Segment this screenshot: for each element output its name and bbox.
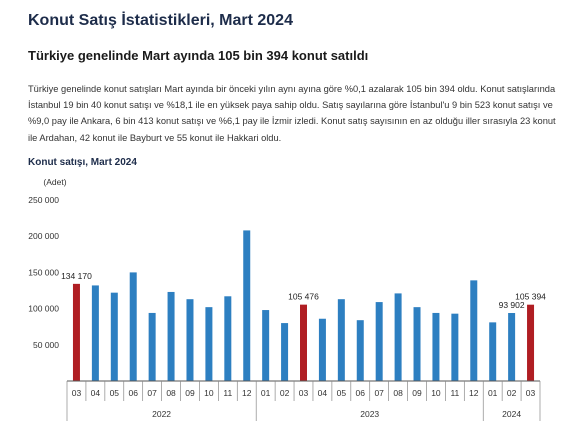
y-tick-label: 150 000 xyxy=(28,267,59,277)
bar xyxy=(243,230,251,381)
x-tick-label: 04 xyxy=(318,388,328,398)
summary-paragraph: Türkiye genelinde konut satışları Mart a… xyxy=(28,84,556,143)
x-tick-label: 03 xyxy=(72,388,82,398)
bar xyxy=(148,312,156,381)
x-tick-label: 02 xyxy=(280,388,290,398)
bar xyxy=(318,318,326,381)
bar-data-label: 93 902 xyxy=(499,300,525,310)
x-tick-label: 03 xyxy=(299,388,309,398)
x-tick-label: 12 xyxy=(469,388,479,398)
x-tick-label: 08 xyxy=(393,388,403,398)
x-tick-label: 09 xyxy=(412,388,422,398)
x-tick-label: 01 xyxy=(261,388,271,398)
bar xyxy=(527,304,535,381)
y-axis-unit-label: (Adet) xyxy=(43,177,66,187)
bar xyxy=(224,296,232,381)
x-tick-label: 05 xyxy=(337,388,347,398)
y-tick-label: 100 000 xyxy=(28,304,59,314)
bar xyxy=(72,283,80,381)
bar xyxy=(413,307,421,381)
x-tick-label: 09 xyxy=(185,388,195,398)
page-subtitle: Türkiye genelinde Mart ayında 105 bin 39… xyxy=(28,48,369,63)
bar xyxy=(394,293,402,381)
x-year-label: 2023 xyxy=(360,409,379,419)
x-tick-label: 02 xyxy=(507,388,517,398)
x-tick-label: 06 xyxy=(356,388,366,398)
bar xyxy=(508,313,516,381)
bar xyxy=(432,312,440,381)
bar xyxy=(129,272,137,381)
bar xyxy=(205,307,213,381)
bar xyxy=(337,299,345,381)
y-tick-label: 200 000 xyxy=(28,231,59,241)
y-tick-label: 250 000 xyxy=(28,195,59,205)
bar-data-label: 105 394 xyxy=(515,292,546,302)
x-tick-label: 08 xyxy=(166,388,176,398)
x-tick-label: 07 xyxy=(147,388,157,398)
x-tick-label: 05 xyxy=(110,388,120,398)
y-tick-label: 50 000 xyxy=(33,340,59,350)
chart-title: Konut satışı, Mart 2024 xyxy=(28,157,137,168)
bar-chart: (Adet) 50 000 100 000 150 000 200 000 250 000… xyxy=(28,177,546,421)
bar xyxy=(300,304,307,381)
x-tick-label: 01 xyxy=(488,388,498,398)
x-tick-label: 11 xyxy=(450,388,459,398)
x-tick-label: 06 xyxy=(128,388,138,398)
x-tick-label: 07 xyxy=(374,388,384,398)
x-year-label: 2024 xyxy=(502,409,521,419)
x-tick-label: 03 xyxy=(526,388,536,398)
bar xyxy=(186,299,194,381)
bar xyxy=(281,323,289,381)
x-tick-label: 04 xyxy=(91,388,101,398)
x-tick-label: 12 xyxy=(242,388,252,398)
bar xyxy=(110,292,118,381)
x-year-label: 2022 xyxy=(152,409,171,419)
x-tick-label: 10 xyxy=(204,388,214,398)
bar xyxy=(356,320,364,381)
bar xyxy=(262,310,270,381)
bar xyxy=(451,313,459,381)
x-tick-label: 10 xyxy=(431,388,441,398)
bar xyxy=(167,291,175,381)
bar xyxy=(489,322,497,381)
page-title: Konut Satış İstatistikleri, Mart 2024 xyxy=(28,12,293,29)
bar-data-label: 134 170 xyxy=(61,271,92,281)
bar-data-label: 105 476 xyxy=(288,292,319,302)
x-tick-label: 11 xyxy=(223,388,232,398)
bar xyxy=(91,285,99,381)
bar xyxy=(375,302,383,381)
bar xyxy=(470,280,478,381)
